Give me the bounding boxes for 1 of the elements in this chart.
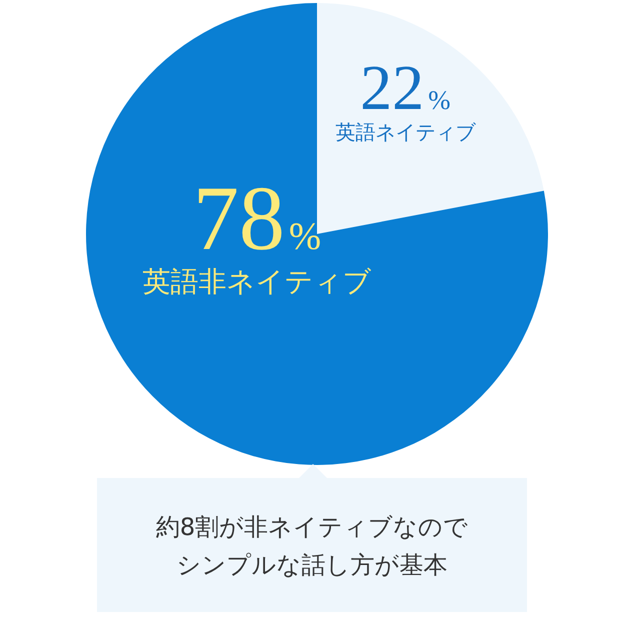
text: 約8割が非ネイティブなのでシンプルな話し方が基本 — [156, 513, 468, 579]
